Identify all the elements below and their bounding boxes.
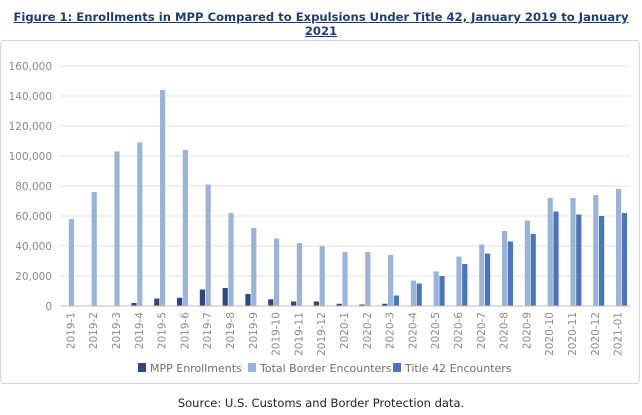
source-note: Source: U.S. Customs and Border Protecti… — [177, 396, 465, 410]
title-42-encounters-bar — [553, 211, 559, 306]
mpp-enrollments-bar — [268, 299, 274, 306]
total-border-encounters-bar — [524, 220, 530, 306]
total-border-encounters-bar — [137, 142, 143, 306]
bars — [68, 90, 627, 306]
total-border-encounters-bar — [502, 231, 508, 306]
mpp-enrollments-bar — [313, 301, 319, 306]
total-border-encounters-bar — [114, 151, 120, 306]
title-42-encounters-bar — [530, 234, 536, 306]
mpp-enrollments-bar — [177, 297, 183, 306]
x-tick-label: 2019-11 — [293, 312, 305, 356]
x-tick-label: 2020-4 — [407, 312, 419, 350]
x-tick-label: 2019-4 — [134, 312, 146, 350]
mpp-enrollments-bar — [291, 301, 297, 306]
total-border-encounters-bar — [296, 243, 302, 306]
y-tick-label: 0 — [45, 301, 52, 313]
total-border-encounters-bar — [388, 255, 394, 306]
mpp-enrollments-bar — [382, 303, 388, 306]
total-border-encounters-bar — [342, 252, 348, 306]
legend-total-border-encounters-label: Total Border Encounters — [259, 362, 392, 375]
x-tick-label: 2020-6 — [453, 312, 465, 350]
title-42-encounters-bar — [485, 253, 491, 306]
x-tick-label: 2020-9 — [521, 312, 533, 349]
y-tick-label: 80,000 — [15, 181, 52, 193]
x-tick-label: 2020-8 — [499, 312, 511, 349]
y-tick-label: 100,000 — [9, 151, 52, 163]
total-border-encounters-bar — [365, 252, 371, 306]
y-tick-label: 120,000 — [9, 121, 52, 133]
y-tick-label: 40,000 — [15, 241, 52, 253]
mpp-enrollments-bar — [336, 303, 342, 306]
x-tick-label: 2019-8 — [225, 312, 237, 349]
title-42-encounters-bar — [621, 213, 627, 306]
x-tick-label: 2019-5 — [157, 312, 169, 349]
x-tick-label: 2020-3 — [385, 312, 397, 349]
legend: MPP Enrollments Total Border Encounters Ti… — [138, 362, 512, 375]
title-42-encounters-bar — [462, 264, 468, 306]
total-border-encounters-bar — [319, 246, 325, 306]
total-border-encounters-bar — [547, 198, 553, 306]
figure-title: Figure 1: Enrollments in MPP Compared to… — [13, 10, 629, 38]
x-tick-label: 2019-6 — [179, 312, 191, 350]
x-tick-label: 2019-9 — [248, 312, 260, 349]
mpp-enrollments-bar — [245, 294, 251, 306]
total-border-encounters-bar — [182, 150, 188, 306]
x-tick-label: 2020-11 — [567, 312, 579, 356]
gridlines — [60, 65, 630, 277]
total-border-encounters-bar — [228, 213, 234, 306]
total-border-encounters-bar — [68, 219, 74, 306]
total-border-encounters-bar — [205, 184, 211, 306]
total-border-encounters-bar — [251, 228, 257, 306]
total-border-encounters-bar — [570, 198, 576, 306]
legend-title-42-encounters-label: Title 42 Encounters — [404, 362, 512, 375]
total-border-encounters-bar — [433, 271, 439, 306]
y-tick-label: 140,000 — [9, 91, 52, 103]
total-border-encounters-bar — [616, 189, 622, 306]
x-tick-label: 2020-1 — [339, 312, 351, 349]
x-tick-label: 2019-3 — [111, 312, 123, 349]
mpp-enrollments-bar — [359, 304, 365, 306]
x-tick-label: 2020-2 — [362, 312, 374, 349]
total-border-encounters-bar — [456, 256, 462, 306]
x-tick-label: 2020-5 — [430, 312, 442, 349]
x-tick-label: 2019-12 — [316, 312, 328, 356]
y-tick-label: 160,000 — [9, 61, 52, 73]
x-tick-label: 2019-1 — [65, 312, 77, 349]
title-42-encounters-bar — [416, 283, 422, 306]
x-tick-label: 2020-12 — [590, 312, 602, 356]
x-tick-label: 2020-10 — [544, 312, 556, 356]
total-border-encounters-bar — [593, 195, 599, 306]
mpp-enrollments-bar — [154, 298, 160, 306]
legend-mpp-enrollments-swatch — [138, 363, 146, 372]
total-border-encounters-bar — [410, 280, 416, 306]
title-42-encounters-bar — [576, 214, 582, 306]
mpp-enrollments-bar — [131, 303, 137, 306]
title-42-encounters-bar — [439, 276, 445, 306]
x-axis-ticks: 2019-1 2019-2 2019-3 2019-4 2019-5 2019-6 2019… — [65, 312, 624, 356]
total-border-encounters-bar — [479, 244, 485, 306]
total-border-encounters-bar — [91, 192, 97, 306]
enrollments-bar-chart: 0 20,000 40,000 60,000 80,000 100,000 120,000 1… — [9, 61, 630, 375]
x-tick-label: 2019-7 — [202, 312, 214, 349]
title-42-encounters-bar — [599, 216, 605, 306]
mpp-enrollments-bar — [199, 289, 205, 306]
title-42-encounters-bar — [507, 241, 513, 306]
total-border-encounters-bar — [274, 238, 280, 306]
x-tick-label: 2019-2 — [88, 312, 100, 349]
x-tick-label: 2019-10 — [271, 312, 283, 356]
x-tick-label: 2021-01 — [613, 312, 625, 356]
y-tick-label: 20,000 — [15, 271, 52, 283]
legend-total-border-encounters-swatch — [248, 363, 256, 372]
x-tick-label: 2020-7 — [476, 312, 488, 349]
mpp-enrollments-bar — [222, 288, 228, 306]
legend-mpp-enrollments-label: MPP Enrollments — [150, 362, 242, 375]
y-axis-ticks: 0 20,000 40,000 60,000 80,000 100,000 120,000 1… — [9, 61, 52, 313]
total-border-encounters-bar — [160, 90, 166, 306]
title-42-encounters-bar — [393, 295, 399, 306]
legend-title-42-encounters-swatch — [393, 363, 401, 372]
y-tick-label: 60,000 — [15, 211, 52, 223]
chart-frame — [0, 40, 640, 384]
